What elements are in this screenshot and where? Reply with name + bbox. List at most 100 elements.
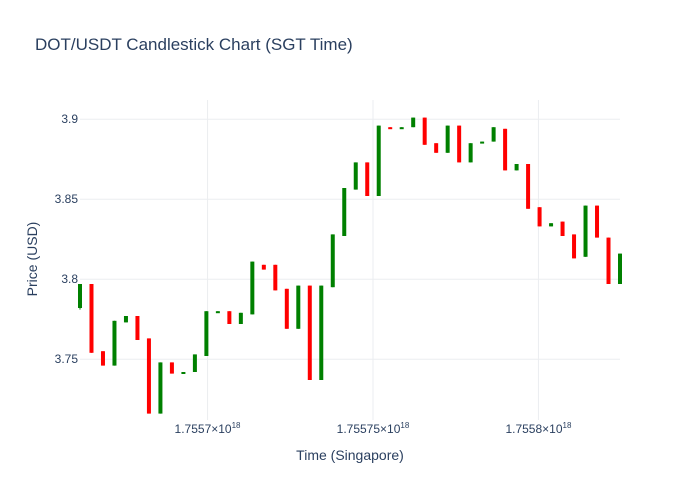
candle-body: [469, 143, 473, 162]
candle-decreasing: [561, 222, 565, 236]
candle-body: [193, 354, 197, 372]
candle-body: [503, 129, 507, 171]
candle-body: [388, 127, 392, 129]
candle-decreasing: [423, 118, 427, 145]
candle-increasing: [112, 321, 116, 366]
candle-body: [480, 142, 484, 144]
candle-body: [492, 127, 496, 141]
candle-body: [423, 118, 427, 145]
candle-increasing: [331, 234, 335, 287]
candle-body: [250, 262, 254, 315]
candle-body: [147, 338, 151, 413]
candle-decreasing: [365, 162, 369, 196]
candle-decreasing: [273, 265, 277, 291]
candle-decreasing: [135, 316, 139, 340]
candle-increasing: [377, 126, 381, 196]
candle-increasing: [204, 311, 208, 356]
x-tick-label: 1.7557×1018: [175, 421, 242, 436]
y-axis-title: Price (USD): [24, 222, 40, 297]
candle-increasing: [158, 362, 162, 413]
candle-decreasing: [607, 238, 611, 284]
candle-body: [549, 223, 553, 226]
candle-body: [89, 284, 93, 353]
candle-body: [273, 265, 277, 291]
candle-decreasing: [262, 265, 266, 270]
candle-decreasing: [101, 351, 105, 365]
candle-increasing: [181, 372, 185, 374]
candle-increasing: [400, 127, 404, 129]
candle-decreasing: [457, 126, 461, 163]
candle-decreasing: [388, 127, 392, 129]
candle-body: [170, 362, 174, 373]
candle-body: [204, 311, 208, 356]
candle-decreasing: [170, 362, 174, 373]
candle-decreasing: [285, 289, 289, 329]
candle-increasing: [469, 143, 473, 162]
candle-increasing: [193, 354, 197, 372]
chart-title: DOT/USDT Candlestick Chart (SGT Time): [35, 35, 353, 54]
candle-increasing: [250, 262, 254, 315]
candle-body: [561, 222, 565, 236]
candle-body: [158, 362, 162, 413]
candle-body: [342, 188, 346, 236]
candle-body: [434, 143, 438, 153]
candle-body: [239, 313, 243, 324]
candle-increasing: [216, 311, 220, 313]
candle-increasing: [584, 206, 588, 257]
candle-increasing: [549, 223, 553, 226]
candle-decreasing: [526, 164, 530, 209]
candle-increasing: [515, 164, 519, 170]
candle-increasing: [446, 126, 450, 153]
candle-body: [319, 286, 323, 380]
y-tick-label: 3.75: [55, 352, 79, 366]
candle-body: [446, 126, 450, 153]
candle-body: [354, 162, 358, 189]
candle-increasing: [342, 188, 346, 236]
candle-body: [607, 238, 611, 284]
candle-body: [101, 351, 105, 365]
candle-body: [365, 162, 369, 196]
candle-body: [538, 207, 542, 226]
candle-body: [572, 234, 576, 258]
candle-body: [331, 234, 335, 287]
candle-increasing: [124, 316, 128, 322]
x-tick-label: 1.75575×1018: [337, 421, 410, 436]
candle-increasing: [239, 313, 243, 324]
y-tick-label: 3.9: [61, 112, 78, 126]
candle-increasing: [319, 286, 323, 380]
candle-body: [124, 316, 128, 322]
candle-increasing: [411, 118, 415, 128]
candle-body: [411, 118, 415, 128]
candle-body: [457, 126, 461, 163]
candle-decreasing: [227, 311, 231, 324]
candle-body: [216, 311, 220, 313]
candle-increasing: [296, 286, 300, 329]
candle-body: [584, 206, 588, 257]
candle-body: [227, 311, 231, 324]
candle-decreasing: [434, 143, 438, 153]
candle-decreasing: [503, 129, 507, 171]
candle-body: [526, 164, 530, 209]
candle-body: [308, 286, 312, 380]
candle-body: [377, 126, 381, 196]
candle-increasing: [618, 254, 622, 284]
candle-body: [112, 321, 116, 366]
candle-increasing: [354, 162, 358, 189]
candle-decreasing: [595, 206, 599, 238]
y-tick-label: 3.85: [55, 192, 79, 206]
candle-decreasing: [147, 338, 151, 413]
candle-body: [595, 206, 599, 238]
y-tick-label: 3.8: [61, 272, 78, 286]
x-tick-label: 1.7558×1018: [505, 421, 572, 436]
candle-body: [296, 286, 300, 329]
candle-body: [285, 289, 289, 329]
candle-body: [515, 164, 519, 170]
candle-body: [135, 316, 139, 340]
x-axis-title: Time (Singapore): [296, 447, 404, 463]
candle-decreasing: [538, 207, 542, 226]
candle-decreasing: [89, 284, 93, 353]
candle-increasing: [78, 284, 82, 310]
candle-body: [618, 254, 622, 284]
candle-decreasing: [572, 234, 576, 258]
